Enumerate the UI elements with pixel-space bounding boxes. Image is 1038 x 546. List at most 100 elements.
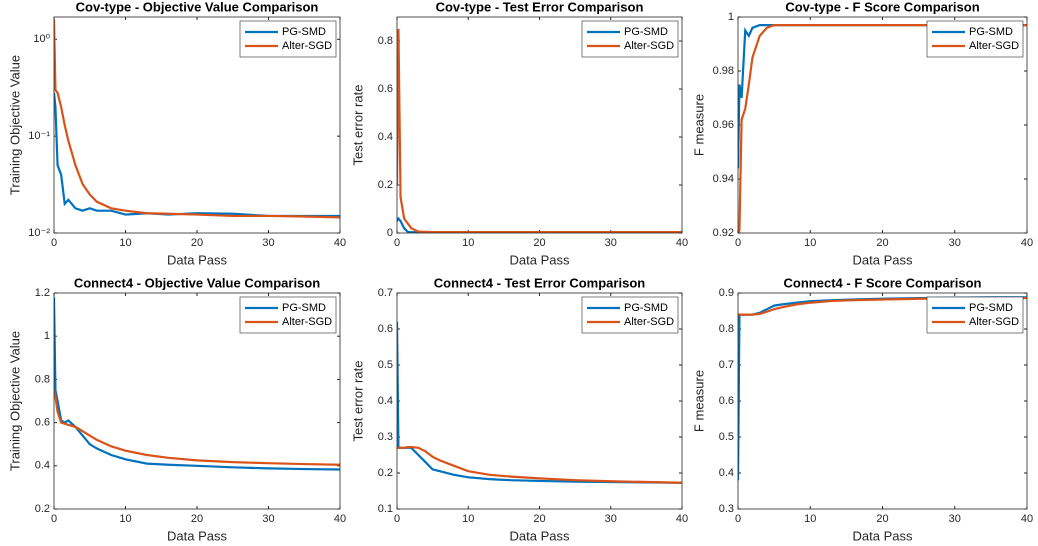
x-axis-label: Data Pass bbox=[510, 528, 570, 543]
y-tick-label: 0.4 bbox=[378, 131, 393, 143]
x-tick-label: 0 bbox=[394, 237, 400, 249]
y-tick-label: 0.4 bbox=[719, 467, 734, 479]
x-tick-label: 20 bbox=[876, 237, 888, 249]
y-tick-label: 10⁰ bbox=[33, 33, 50, 45]
x-tick-label: 40 bbox=[1021, 237, 1033, 249]
legend-box bbox=[581, 296, 679, 334]
y-tick-label: 10⁻¹ bbox=[28, 130, 50, 142]
x-tick-label: 20 bbox=[191, 513, 203, 525]
x-tick-label: 40 bbox=[676, 237, 688, 249]
line-series bbox=[54, 19, 340, 219]
panel: Cov-type - Objective Value Comparison Dat… bbox=[7, 0, 346, 267]
y-tick-label: 1 bbox=[44, 330, 50, 342]
chart-title: Cov-type - Objective Value Comparison bbox=[76, 0, 319, 14]
panel: Cov-type - Test Error Comparison Data Pas… bbox=[350, 0, 688, 267]
line-series bbox=[397, 28, 682, 233]
x-axis-label: Data Pass bbox=[167, 252, 227, 267]
y-tick-label: 0.4 bbox=[35, 460, 50, 472]
line-series bbox=[397, 445, 682, 484]
y-tick-label: 0 bbox=[387, 227, 393, 239]
legend-label: PG-SMD bbox=[282, 302, 326, 314]
y-axis-label: Training Objective Value bbox=[7, 55, 22, 195]
y-tick-label: 0.3 bbox=[719, 503, 734, 515]
x-tick-label: 10 bbox=[119, 513, 131, 525]
legend-label: Alter-SGD bbox=[624, 40, 674, 52]
y-axis-label: Training Objective Value bbox=[7, 331, 22, 471]
axes-box bbox=[53, 16, 341, 234]
chart-title: Cov-type - Test Error Comparison bbox=[436, 0, 644, 14]
axes-box bbox=[53, 292, 341, 510]
y-tick-label: 0.6 bbox=[35, 417, 50, 429]
y-tick-label: 0.2 bbox=[378, 179, 393, 191]
legend-label: PG-SMD bbox=[969, 302, 1013, 314]
legend-label: Alter-SGD bbox=[969, 40, 1019, 52]
y-tick-label: 0.98 bbox=[713, 65, 734, 77]
legend-box bbox=[926, 296, 1024, 334]
x-tick-label: 30 bbox=[605, 237, 617, 249]
x-tick-label: 30 bbox=[262, 513, 274, 525]
x-tick-label: 30 bbox=[262, 237, 274, 249]
y-tick-label: 0.4 bbox=[378, 395, 393, 407]
y-tick-label: 0.9 bbox=[719, 287, 734, 299]
y-tick-label: 0.7 bbox=[719, 359, 734, 371]
legend-box bbox=[239, 20, 337, 58]
legend-box bbox=[581, 20, 679, 58]
x-tick-label: 40 bbox=[1021, 513, 1033, 525]
y-tick-label: 0.6 bbox=[378, 83, 393, 95]
y-tick-label: 1 bbox=[728, 11, 734, 23]
x-tick-label: 0 bbox=[735, 237, 741, 249]
x-axis-label: Data Pass bbox=[853, 528, 913, 543]
legend-label: Alter-SGD bbox=[282, 316, 332, 328]
x-tick-label: 20 bbox=[533, 513, 545, 525]
x-tick-label: 20 bbox=[533, 237, 545, 249]
y-tick-label: 0.8 bbox=[378, 35, 393, 47]
x-tick-label: 10 bbox=[462, 513, 474, 525]
y-tick-label: 0.5 bbox=[719, 431, 734, 443]
y-tick-label: 0.3 bbox=[378, 431, 393, 443]
y-tick-label: 0.2 bbox=[35, 503, 50, 515]
panel: Cov-type - F Score Comparison Data Pass F … bbox=[691, 0, 1033, 267]
x-axis-label: Data Pass bbox=[510, 252, 570, 267]
legend-label: Alter-SGD bbox=[969, 316, 1019, 328]
axes-box bbox=[737, 16, 1028, 234]
chart-title: Connect4 - Objective Value Comparison bbox=[74, 275, 320, 290]
panel: Connect4 - F Score Comparison Data Pass F … bbox=[691, 275, 1033, 543]
y-tick-label: 0.7 bbox=[378, 287, 393, 299]
y-tick-label: 0.1 bbox=[378, 503, 393, 515]
y-tick-label: 0.92 bbox=[713, 227, 734, 239]
panel: Connect4 - Objective Value Comparison Dat… bbox=[7, 275, 346, 543]
legend-label: PG-SMD bbox=[282, 26, 326, 38]
chart-title: Connect4 - Test Error Comparison bbox=[434, 275, 645, 290]
x-tick-label: 10 bbox=[462, 237, 474, 249]
y-axis-label: Test error rate bbox=[350, 85, 365, 166]
x-tick-label: 20 bbox=[191, 237, 203, 249]
x-tick-label: 30 bbox=[949, 513, 961, 525]
y-axis-label: F measure bbox=[691, 370, 706, 432]
legend-label: Alter-SGD bbox=[624, 316, 674, 328]
x-tick-label: 40 bbox=[334, 513, 346, 525]
x-tick-label: 30 bbox=[949, 237, 961, 249]
axes-box bbox=[737, 292, 1028, 510]
x-tick-label: 10 bbox=[119, 237, 131, 249]
y-tick-label: 0.8 bbox=[719, 323, 734, 335]
legend-label: Alter-SGD bbox=[282, 40, 332, 52]
legend-label: PG-SMD bbox=[624, 302, 668, 314]
x-tick-label: 40 bbox=[334, 237, 346, 249]
chart-title: Cov-type - F Score Comparison bbox=[785, 0, 979, 14]
y-tick-label: 0.94 bbox=[713, 173, 734, 185]
x-tick-label: 20 bbox=[876, 513, 888, 525]
legend-label: PG-SMD bbox=[624, 26, 668, 38]
y-tick-label: 0.96 bbox=[713, 119, 734, 131]
y-tick-label: 0.6 bbox=[719, 395, 734, 407]
chart-title: Connect4 - F Score Comparison bbox=[784, 275, 982, 290]
y-tick-label: 0.6 bbox=[378, 323, 393, 335]
legend-box bbox=[239, 296, 337, 334]
x-tick-label: 30 bbox=[605, 513, 617, 525]
y-axis-label: Test error rate bbox=[350, 361, 365, 442]
x-tick-label: 10 bbox=[804, 513, 816, 525]
x-tick-label: 0 bbox=[51, 237, 57, 249]
y-tick-label: 0.8 bbox=[35, 373, 50, 385]
x-axis-label: Data Pass bbox=[853, 252, 913, 267]
x-tick-label: 40 bbox=[676, 513, 688, 525]
